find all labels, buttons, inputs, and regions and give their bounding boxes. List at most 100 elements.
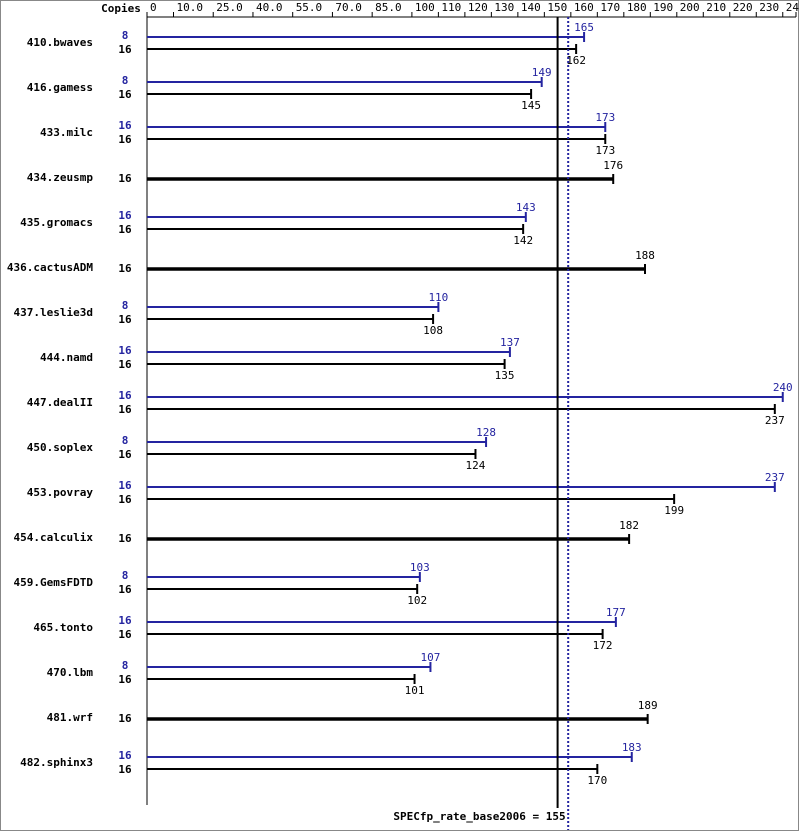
x-tick-label: 55.0: [296, 1, 323, 14]
copies: 16: [118, 358, 132, 371]
copies: 16: [118, 133, 132, 146]
x-tick-label: 240: [786, 1, 799, 14]
value-label: 237: [765, 414, 785, 427]
copies: 16: [118, 749, 132, 762]
benchmark-name: 444.namd: [40, 351, 93, 364]
x-tick-label: 160: [574, 1, 594, 14]
value-label: 149: [532, 66, 552, 79]
value-label: 165: [574, 21, 594, 34]
benchmark-name: 416.gamess: [27, 81, 93, 94]
value-label: 103: [410, 561, 430, 574]
x-tick-label: 200: [680, 1, 700, 14]
x-tick-label: 10.0: [176, 1, 203, 14]
copies: 16: [118, 614, 132, 627]
value-label: 188: [635, 249, 655, 262]
benchmark-name: 435.gromacs: [20, 216, 93, 229]
value-label: 102: [407, 594, 427, 607]
x-tick-label: 140: [521, 1, 541, 14]
value-label: 107: [421, 651, 441, 664]
x-tick-label: 120: [468, 1, 488, 14]
copies: 8: [122, 74, 129, 87]
value-label: 183: [622, 741, 642, 754]
benchmark-name: 447.dealII: [27, 396, 93, 409]
copies: 16: [118, 448, 132, 461]
copies: 16: [118, 43, 132, 56]
x-tick-label: 100: [415, 1, 435, 14]
copies: 8: [122, 659, 129, 672]
copies: 16: [118, 313, 132, 326]
copies: 16: [118, 532, 132, 545]
value-label: 101: [405, 684, 425, 697]
copies: 16: [118, 403, 132, 416]
copies: 8: [122, 299, 129, 312]
copies: 16: [118, 262, 132, 275]
benchmark-name: 436.cactusADM: [7, 261, 93, 274]
x-tick-label: 150: [547, 1, 567, 14]
value-label: 173: [595, 144, 615, 157]
value-label: 182: [619, 519, 639, 532]
copies: 16: [118, 712, 132, 725]
x-tick-label: 210: [706, 1, 726, 14]
reference-label: SPECfp_rate_base2006 = 155: [393, 810, 565, 823]
value-label: 199: [664, 504, 684, 517]
benchmark-name: 481.wrf: [47, 711, 93, 724]
x-tick-label: 230: [759, 1, 779, 14]
copies: 8: [122, 434, 129, 447]
value-label: 237: [765, 471, 785, 484]
benchmark-name: 470.lbm: [47, 666, 94, 679]
x-tick-label: 130: [494, 1, 514, 14]
benchmark-name: 437.leslie3d: [14, 306, 93, 319]
copies: 16: [118, 223, 132, 236]
copies: 16: [118, 119, 132, 132]
value-label: 135: [495, 369, 515, 382]
copies: 16: [118, 88, 132, 101]
copies: 16: [118, 172, 132, 185]
value-label: 110: [428, 291, 448, 304]
copies: 16: [118, 583, 132, 596]
x-tick-label: 220: [733, 1, 753, 14]
benchmark-name: 482.sphinx3: [20, 756, 93, 769]
x-tick-label: 40.0: [256, 1, 282, 14]
x-tick-label: 25.0: [216, 1, 243, 14]
copies: 16: [118, 673, 132, 686]
copies: 8: [122, 569, 129, 582]
copies: 16: [118, 344, 132, 357]
value-label: 173: [595, 111, 615, 124]
value-label: 172: [593, 639, 613, 652]
value-label: 177: [606, 606, 626, 619]
copies: 16: [118, 763, 132, 776]
value-label: 128: [476, 426, 496, 439]
benchmark-name: 450.soplex: [27, 441, 94, 454]
x-tick-label: 180: [627, 1, 647, 14]
benchmark-name: 410.bwaves: [27, 36, 93, 49]
copies: 8: [122, 29, 129, 42]
x-tick-label: 170: [600, 1, 620, 14]
value-label: 240: [773, 381, 793, 394]
value-label: 137: [500, 336, 520, 349]
benchmark-name: 465.tonto: [33, 621, 93, 634]
benchmark-name: 459.GemsFDTD: [14, 576, 94, 589]
value-label: 170: [587, 774, 607, 787]
value-label: 162: [566, 54, 586, 67]
value-label: 108: [423, 324, 443, 337]
x-tick-label: 110: [441, 1, 461, 14]
benchmark-name: 454.calculix: [14, 531, 94, 544]
copies: 16: [118, 479, 132, 492]
copies: 16: [118, 493, 132, 506]
x-tick-label: 85.0: [375, 1, 402, 14]
value-label: 143: [516, 201, 536, 214]
value-label: 145: [521, 99, 541, 112]
value-label: 124: [466, 459, 486, 472]
value-label: 189: [638, 699, 658, 712]
copies: 16: [118, 389, 132, 402]
benchmark-name: 434.zeusmp: [27, 171, 94, 184]
x-tick-label: 0: [150, 1, 157, 14]
copies: 16: [118, 209, 132, 222]
value-label: 176: [603, 159, 623, 172]
benchmark-name: 433.milc: [40, 126, 93, 139]
x-tick-label: 190: [653, 1, 673, 14]
x-tick-label: 70.0: [335, 1, 362, 14]
copies: 16: [118, 628, 132, 641]
benchmark-name: 453.povray: [27, 486, 94, 499]
